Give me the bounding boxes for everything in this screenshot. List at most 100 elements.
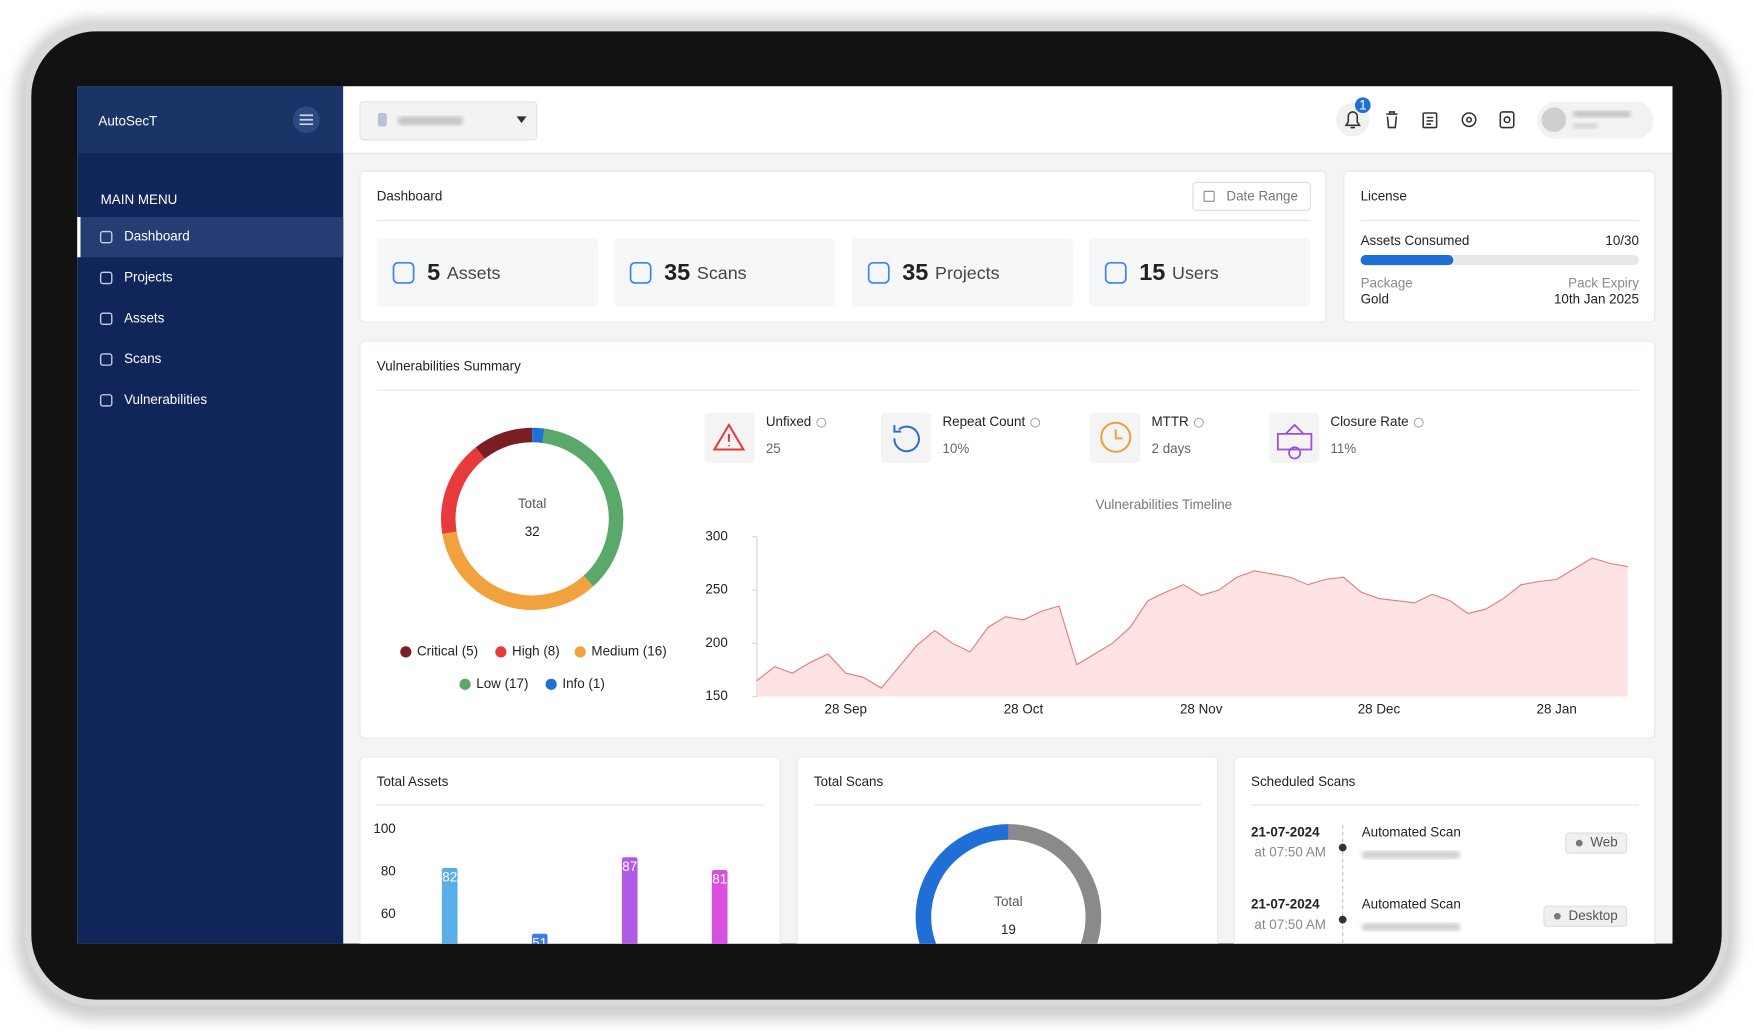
metric-label: Repeat Count [942,414,1025,429]
menu-item[interactable]: Scans [124,351,162,366]
menu-item[interactable]: Dashboard [124,229,190,244]
scan-tag-label: Web [1590,835,1617,850]
menu-icon [99,353,113,366]
timeline-line [756,557,1628,689]
scan-name: Automated Scan [1362,897,1461,912]
info-icon [816,417,827,428]
menu-icon [99,230,113,244]
donut-segment [532,427,545,443]
trash-icon[interactable] [1386,111,1398,129]
x-tick-label: 28 Sep [824,702,867,717]
stat-label: Scans [697,263,747,283]
scan-tag-icon [1575,839,1583,847]
settings-icon-core [1466,116,1473,123]
info-icon [1193,417,1204,428]
scheduled-scans-card [1233,756,1656,944]
stat: 35 Projects [902,259,999,285]
bar [711,870,728,944]
metric-icon [712,422,746,451]
metric-value: 25 [766,441,781,456]
x-tick-label: 28 Jan [1537,702,1577,717]
legend-swatch [495,646,507,658]
menu-item[interactable]: Assets [124,310,165,325]
report-icon-lines [1426,116,1434,125]
menu-icon [99,271,113,285]
scan-target-blurred [1361,923,1461,931]
calendar-icon [1203,190,1215,202]
assets-consumed-value: 10/30 [1605,233,1639,248]
package-value: Gold [1361,291,1389,306]
expiry-value: 10th Jan 2025 [1554,291,1639,306]
progress-fill [1360,255,1454,266]
docs-icon-dot [1503,116,1511,124]
y-tick-label: 80 [381,864,396,879]
stat-label: Projects [935,263,1000,283]
menu-icon [99,394,113,407]
menu-active-bg [77,216,344,258]
stat: 15 Users [1139,259,1219,285]
stat-icon [867,261,890,284]
y-tick-label: 250 [705,582,727,597]
donut-center-label: Total [518,496,546,511]
stat-value: 5 [427,259,440,285]
screen: AutoSecT MAIN MENU 1 Dashboard [77,86,1673,944]
scan-tag[interactable] [1543,905,1628,927]
stat-tile [1088,238,1311,307]
stat-value: 15 [1139,259,1165,285]
legend-label: Low (17) [476,676,528,691]
bell-icon [1344,111,1361,129]
metric-label: MTTR [1152,414,1190,429]
scheduled-scans-title: Scheduled Scans [1251,774,1356,789]
legend-swatch [574,646,586,658]
scan-target-blurred [1361,850,1461,859]
metric-value: 11% [1330,441,1356,456]
legend-label: Info (1) [562,676,604,691]
total-assets-card [359,756,781,944]
menu-item[interactable]: Projects [124,269,173,284]
org-select-caret [516,116,527,124]
notification-badge [1354,97,1371,114]
stat-icon [629,261,652,284]
docs-icon[interactable] [1499,111,1515,129]
bar-value-label: 81 [712,872,727,887]
stat-tile [613,238,836,307]
report-icon[interactable] [1422,112,1438,129]
donut-segment [442,531,594,610]
scan-date: 21-07-2024 [1251,897,1320,912]
x-tick-label: 28 Nov [1180,702,1223,717]
bar-value-label: 82 [442,869,457,884]
scan-tag[interactable] [1565,832,1628,854]
donut-segment [475,427,533,459]
y-tick-label: 100 [373,821,395,836]
scan-tag-icon [1554,912,1561,920]
assets-consumed-label: Assets Consumed [1361,233,1470,248]
scan-name: Automated Scan [1362,825,1461,840]
package-label: Package [1361,276,1413,291]
scan-time: at 07:50 AM [1254,917,1326,932]
donut-segment [915,824,1009,944]
stat-icon [392,261,415,284]
org-name-blurred [398,116,463,126]
info-icon [1030,417,1041,428]
metric-label: Unfixed [766,414,811,429]
menu-item[interactable]: Vulnerabilities [124,392,207,407]
settings-icon[interactable] [1461,112,1477,128]
menu-active-bar [77,216,81,258]
org-icon [377,113,387,127]
vulnerabilities-title: Vulnerabilities Summary [377,358,521,373]
timeline-dot [1338,915,1347,924]
user-avatar [1541,107,1567,133]
user-name-blurred [1573,110,1632,118]
y-tick-label: 200 [705,635,727,650]
x-tick-label: 28 Dec [1358,702,1401,717]
stat-value: 35 [902,259,928,285]
date-range-button[interactable] [1192,181,1311,211]
metric-label: Closure Rate [1330,414,1408,429]
metric-icon [893,424,920,453]
y-tick-label: 300 [705,528,727,543]
metric-value: 10% [942,441,969,456]
stat: 35 Scans [664,259,747,285]
bar [441,867,458,944]
stat-label: Users [1172,263,1219,283]
bar-value-label: 87 [622,859,637,874]
